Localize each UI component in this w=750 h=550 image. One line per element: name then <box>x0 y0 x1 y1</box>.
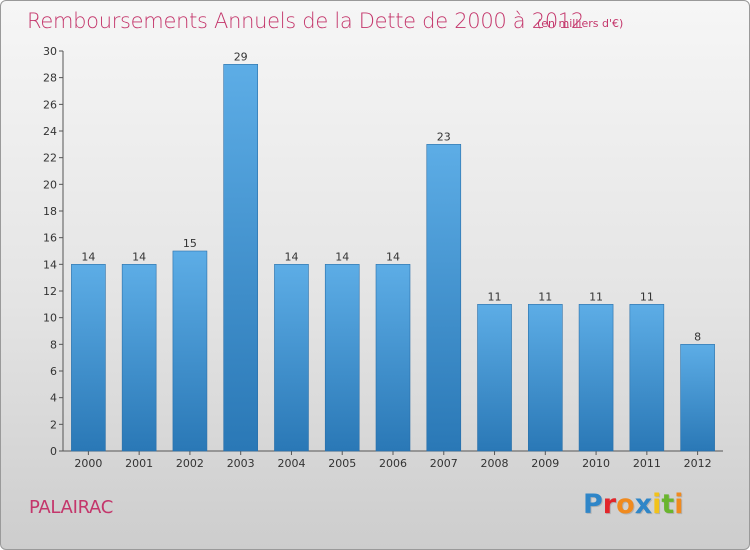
chart-unit: (en milliers d'€) <box>537 17 624 30</box>
y-tick: 26 <box>43 98 63 111</box>
y-tick: 14 <box>43 258 63 271</box>
y-tick: 2 <box>50 418 63 431</box>
bars: 14 14 15 29 14 14 14 23 11 11 11 11 8 <box>71 50 715 452</box>
y-tick: 18 <box>43 205 63 218</box>
bar-2000 <box>71 264 106 452</box>
proxiti-logo: Proxiti <box>583 489 684 520</box>
x-tick-label: 2005 <box>328 457 356 470</box>
bar-value-label: 23 <box>437 130 451 143</box>
y-tick: 20 <box>43 178 63 191</box>
y-tick: 0 <box>50 445 63 458</box>
bar-2004 <box>274 264 309 452</box>
y-tick-label: 26 <box>43 98 57 111</box>
y-tick: 10 <box>43 312 63 325</box>
bar-value-label: 14 <box>284 250 298 263</box>
y-tick: 22 <box>43 152 63 165</box>
x-tick-label: 2010 <box>582 457 610 470</box>
logo-letter: P <box>583 489 603 520</box>
bar-2008 <box>477 304 512 452</box>
x-tick-label: 2004 <box>277 457 305 470</box>
y-tick-label: 10 <box>43 312 57 325</box>
x-tick-label: 2008 <box>481 457 509 470</box>
bar-value-label: 8 <box>694 330 701 343</box>
bar-value-label: 11 <box>538 290 552 303</box>
y-tick-label: 0 <box>50 445 57 458</box>
logo-letter: o <box>616 489 635 520</box>
logo-letter: t <box>661 489 675 520</box>
bar-2007 <box>426 144 462 452</box>
y-tick-label: 14 <box>43 258 57 271</box>
y-tick-label: 20 <box>43 178 57 191</box>
bar-value-label: 29 <box>234 50 248 63</box>
y-tick-label: 4 <box>50 392 57 405</box>
bar-2009 <box>528 304 563 452</box>
y-tick-label: 18 <box>43 205 57 218</box>
bar-value-label: 11 <box>589 290 603 303</box>
bar-value-label: 11 <box>488 290 502 303</box>
x-tick-label: 2001 <box>125 457 153 470</box>
bar-value-label: 14 <box>81 250 95 263</box>
y-tick: 28 <box>43 72 63 85</box>
bar-2010 <box>578 304 614 452</box>
y-tick: 30 <box>43 45 63 58</box>
x-tick-label: 2002 <box>176 457 204 470</box>
bar-value-label: 15 <box>183 237 197 250</box>
chart-title: Remboursements Annuels de la Dette de 20… <box>27 9 584 33</box>
logo-letter: x <box>634 489 653 520</box>
y-tick: 16 <box>43 232 63 245</box>
x-tick-label: 2006 <box>379 457 407 470</box>
x-tick-label: 2012 <box>684 457 712 470</box>
y-tick-label: 30 <box>43 45 57 58</box>
bar-value-label: 14 <box>335 250 349 263</box>
bar-2003 <box>223 64 258 452</box>
logo-letter: i <box>674 489 684 520</box>
bar-2001 <box>121 264 157 452</box>
bar-2011 <box>629 304 665 452</box>
bar-2002 <box>172 250 208 452</box>
logo-letter: i <box>652 489 662 520</box>
y-tick-label: 2 <box>50 418 57 431</box>
x-tick-label: 2011 <box>633 457 661 470</box>
y-tick-label: 24 <box>43 125 57 138</box>
bar-2012 <box>680 344 715 452</box>
bar-value-label: 14 <box>132 250 146 263</box>
y-tick-label: 12 <box>43 285 57 298</box>
y-tick: 6 <box>50 365 63 378</box>
commune-name: PALAIRAC <box>29 497 114 518</box>
logo-letter: r <box>602 489 617 520</box>
y-tick: 4 <box>50 392 63 405</box>
y-tick-label: 22 <box>43 152 57 165</box>
bar-2005 <box>324 264 360 452</box>
y-tick: 12 <box>43 285 63 298</box>
y-tick: 24 <box>43 125 63 138</box>
y-tick: 8 <box>50 338 63 351</box>
bar-2006 <box>375 264 411 452</box>
x-tick-label: 2000 <box>74 457 102 470</box>
x-tick-label: 2003 <box>227 457 255 470</box>
y-tick-label: 16 <box>43 232 57 245</box>
x-tick-label: 2007 <box>430 457 458 470</box>
y-tick-label: 8 <box>50 338 57 351</box>
x-tick-label: 2009 <box>531 457 559 470</box>
y-tick-label: 6 <box>50 365 57 378</box>
bar-value-label: 11 <box>640 290 654 303</box>
bar-value-label: 14 <box>386 250 400 263</box>
y-tick-label: 28 <box>43 72 57 85</box>
